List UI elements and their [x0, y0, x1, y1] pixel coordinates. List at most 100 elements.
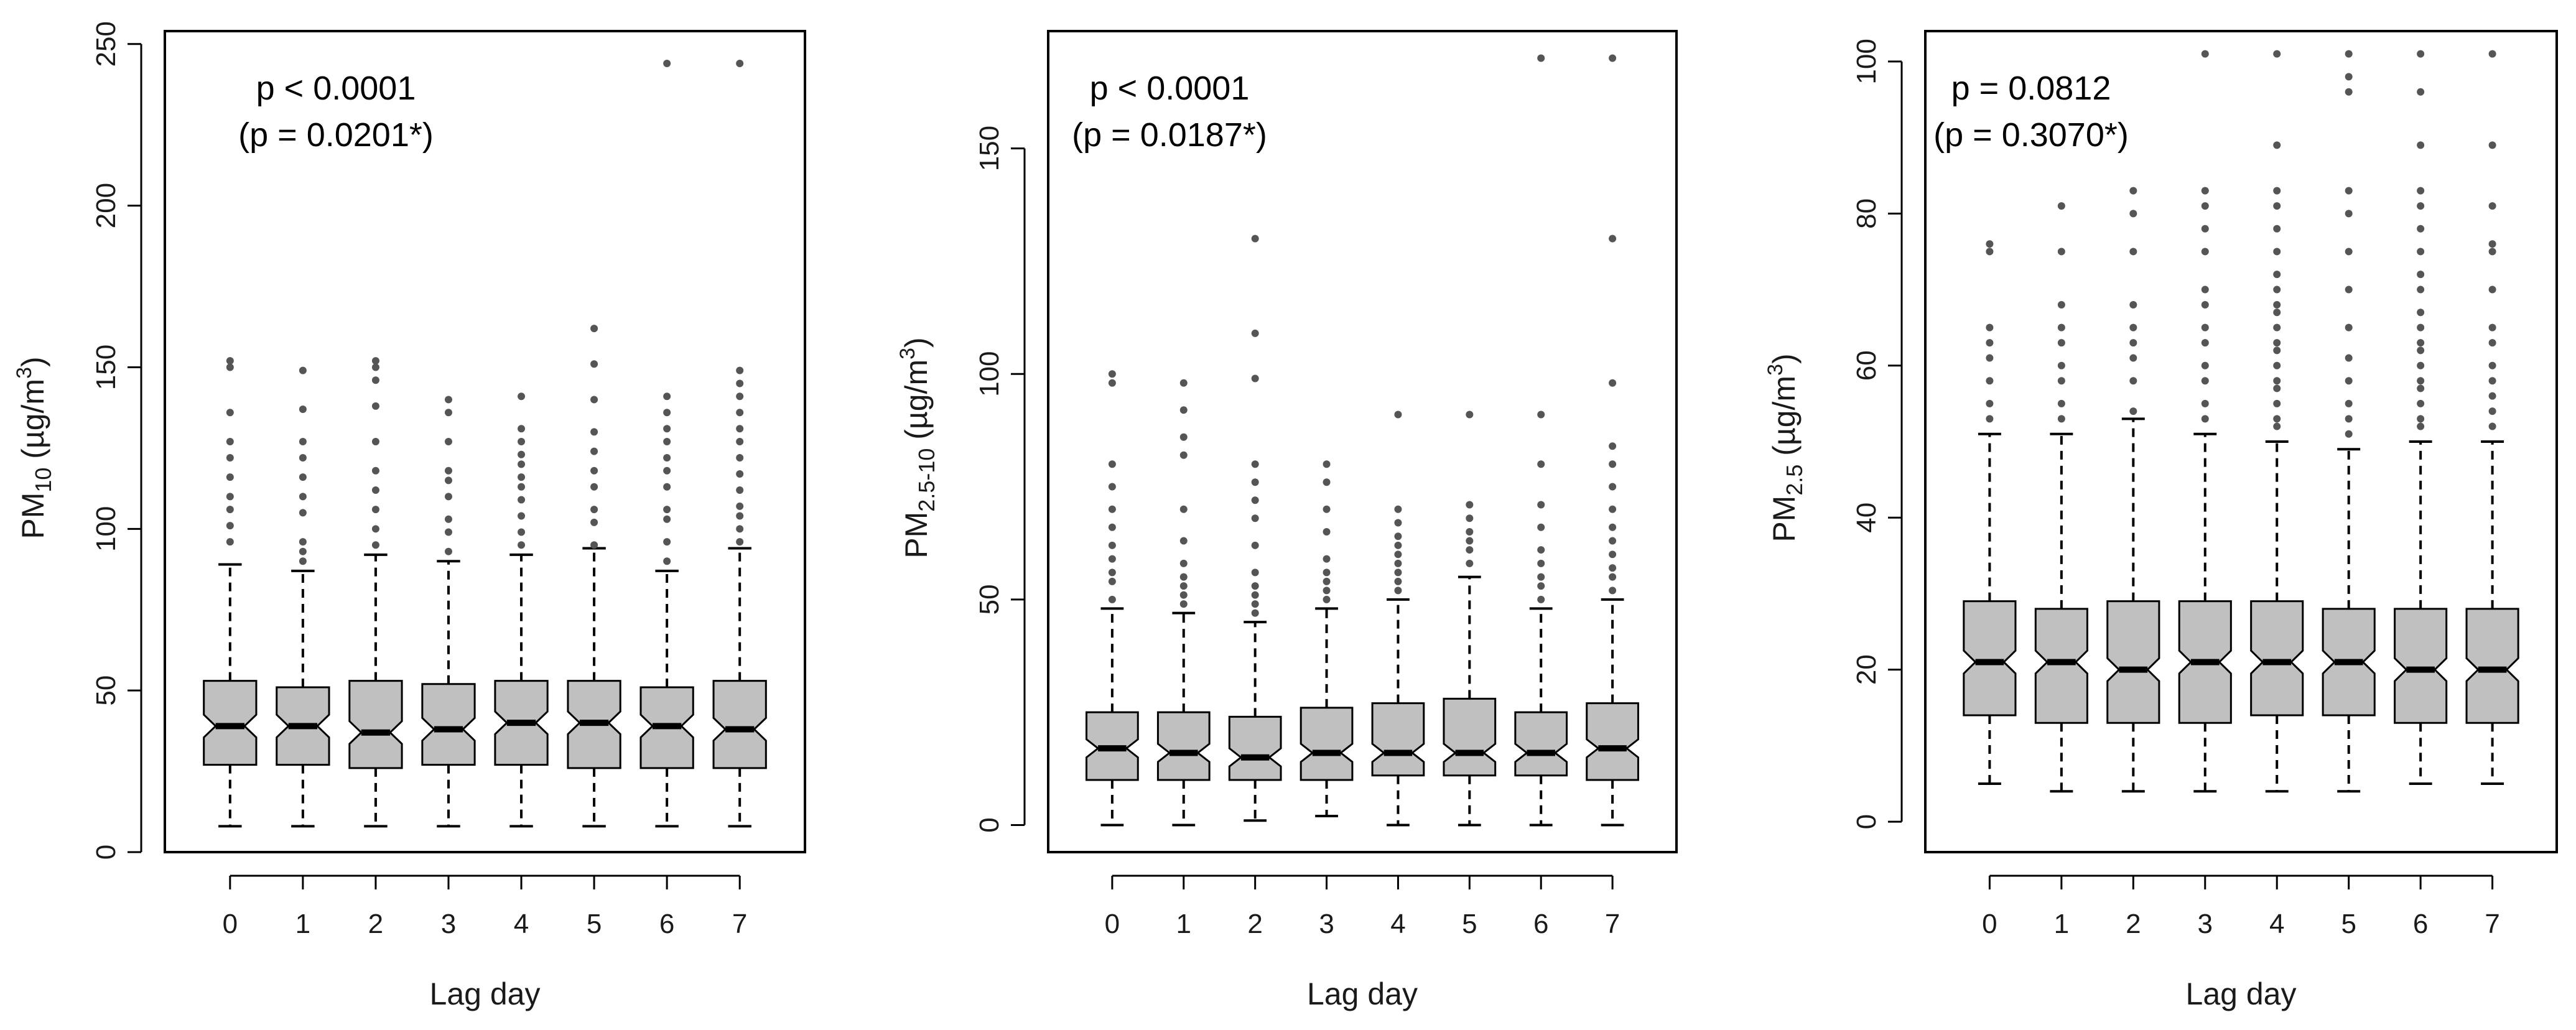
outlier-point	[2273, 346, 2281, 355]
outlier-point	[2201, 187, 2209, 195]
box-lag-5	[567, 325, 621, 828]
outlier-point	[2129, 407, 2137, 415]
outlier-point	[2488, 361, 2496, 369]
outlier-point	[1537, 501, 1545, 509]
outlier-point	[299, 493, 307, 501]
y-tick-label: 0	[91, 845, 121, 860]
outlier-point	[1179, 451, 1188, 459]
x-axis-title: Lag day	[1307, 977, 1418, 1011]
outlier-point	[1986, 415, 1994, 423]
outlier-point	[663, 453, 671, 462]
plot-frame	[1047, 30, 1678, 853]
outlier-point	[2488, 285, 2496, 294]
x-tick-label: 0	[1982, 909, 1997, 939]
outlier-point	[226, 363, 234, 371]
y-tick-label: 50	[974, 584, 1005, 615]
outlier-point	[1251, 496, 1259, 504]
box-lag-4	[494, 392, 549, 828]
outlier-point	[2273, 361, 2281, 369]
outlier-point	[299, 473, 307, 481]
outlier-point	[2273, 384, 2281, 392]
x-tick-label: 5	[1462, 909, 1477, 939]
outlier-point	[736, 502, 744, 510]
y-tick-label: 0	[974, 817, 1005, 832]
notched-box	[1963, 600, 2017, 717]
outlier-point	[736, 486, 744, 494]
outlier-point	[518, 460, 526, 468]
outlier-point	[2417, 225, 2425, 233]
outlier-point	[1179, 600, 1188, 608]
outlier-point	[1609, 587, 1617, 595]
outlier-point	[1537, 559, 1545, 567]
outlier-point	[2417, 141, 2425, 149]
outlier-point	[518, 473, 526, 481]
outlier-point	[2129, 339, 2137, 347]
outlier-point	[2345, 88, 2353, 96]
outlier-point	[371, 486, 379, 494]
outlier-point	[444, 493, 452, 501]
y-axis-title: PM2.5 (µg/m3)	[1764, 353, 1807, 542]
outlier-point	[2201, 339, 2209, 347]
outlier-point	[1986, 377, 1994, 385]
notched-box	[1443, 697, 1497, 777]
notched-box	[1156, 711, 1211, 781]
outlier-point	[518, 512, 526, 520]
outlier-point	[2201, 399, 2209, 407]
outlier-point	[1394, 519, 1402, 527]
outlier-point	[2417, 271, 2425, 279]
text-span: )	[16, 356, 50, 367]
outlier-point	[2345, 377, 2353, 385]
outlier-point	[590, 447, 598, 455]
outlier-point	[2488, 323, 2496, 332]
outlier-point	[226, 473, 234, 481]
outlier-point	[1251, 591, 1259, 599]
outlier-point	[2273, 141, 2281, 149]
text-span: (µg/m	[16, 379, 50, 468]
x-tick-label: 3	[1319, 909, 1334, 939]
outlier-point	[2488, 339, 2496, 347]
outlier-point	[299, 509, 307, 517]
outlier-point	[736, 538, 744, 546]
outlier-point	[2488, 240, 2496, 248]
outlier-point	[1394, 411, 1402, 419]
outlier-point	[2129, 354, 2137, 362]
outlier-point	[2488, 392, 2496, 400]
box-lag-3	[1300, 460, 1354, 817]
outlier-point	[1179, 582, 1188, 590]
outlier-point	[2057, 399, 2065, 407]
outlier-point	[2129, 301, 2137, 309]
outlier-point	[2273, 377, 2281, 385]
outlier-point	[736, 512, 744, 520]
outlier-point	[226, 438, 234, 445]
outlier-point	[736, 438, 744, 445]
outlier-point	[2488, 248, 2496, 256]
y-tick-label: 60	[1851, 350, 1882, 381]
text-span: 3	[1764, 364, 1787, 376]
outlier-point	[590, 541, 598, 549]
outlier-point	[371, 357, 379, 365]
x-tick-label: 5	[587, 909, 602, 939]
outlier-point	[2129, 377, 2137, 385]
box-lag-2	[2106, 187, 2160, 793]
outlier-point	[2417, 309, 2425, 317]
outlier-point	[663, 506, 671, 514]
outlier-point	[299, 366, 307, 374]
outlier-point	[299, 557, 307, 565]
outlier-point	[1394, 532, 1402, 541]
x-tick-label: 2	[2126, 909, 2141, 939]
y-axis-title: PM10 (µg/m3)	[12, 356, 56, 539]
notched-box	[2465, 608, 2519, 724]
outlier-point	[736, 409, 744, 417]
outlier-point	[2273, 285, 2281, 294]
outlier-point	[2417, 323, 2425, 332]
x-tick-label: 1	[1176, 909, 1191, 939]
y-tick-label: 150	[91, 345, 121, 390]
outlier-point	[663, 392, 671, 401]
outlier-point	[2273, 309, 2281, 317]
outlier-point	[590, 325, 598, 333]
outlier-point	[2488, 377, 2496, 385]
outlier-point	[1179, 591, 1188, 599]
outlier-point	[1251, 568, 1259, 577]
outlier-point	[1609, 379, 1617, 387]
outlier-point	[1986, 399, 1994, 407]
